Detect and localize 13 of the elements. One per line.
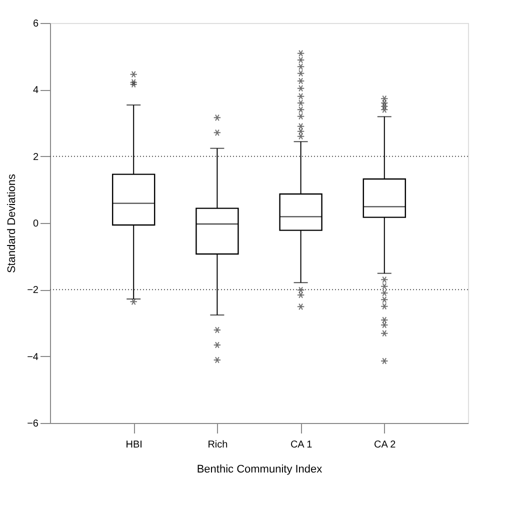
y-axis-title: Standard Deviations: [6, 173, 18, 274]
x-tick-label: CA 2: [374, 440, 396, 450]
y-tick-label: −6: [27, 418, 39, 430]
y-tick-label: 4: [32, 85, 39, 96]
x-tick-label: HBI: [126, 440, 142, 450]
x-tick-label: CA 1: [290, 440, 313, 450]
y-tick-label: 0: [32, 218, 39, 230]
x-tick-label: Rich: [208, 440, 228, 450]
y-tick-label: −2: [27, 285, 39, 296]
y-tick-label: 2: [32, 152, 39, 163]
x-axis-title: Benthic Community Index: [196, 464, 323, 476]
y-tick-label: 6: [32, 18, 39, 30]
y-tick-label: −4: [27, 352, 39, 363]
